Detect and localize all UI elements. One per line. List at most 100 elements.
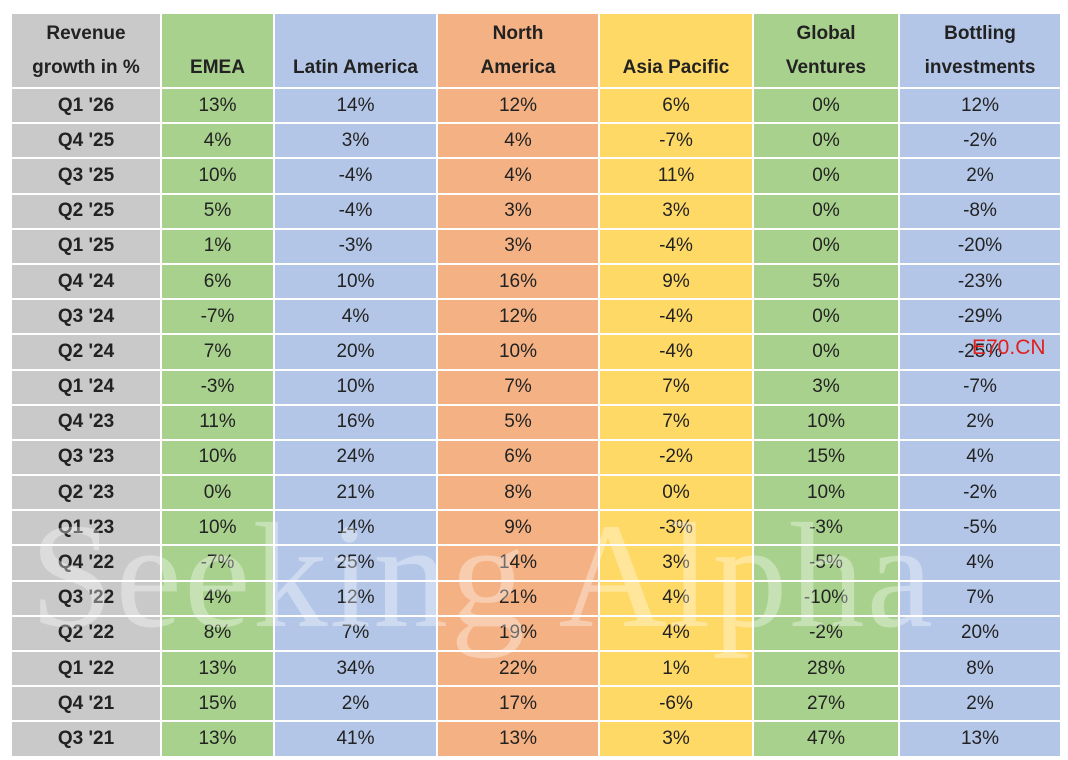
value-cell: 1% xyxy=(160,227,275,265)
value-cell: 0% xyxy=(752,298,900,336)
row-label: Q1 '23 xyxy=(10,509,162,547)
value-cell: -25% xyxy=(898,333,1062,371)
value-cell: -2% xyxy=(898,474,1062,512)
value-cell: 12% xyxy=(898,86,1062,125)
value-cell: -7% xyxy=(160,544,275,582)
value-cell: -4% xyxy=(598,298,754,336)
value-cell: 5% xyxy=(436,403,600,441)
value-cell: 6% xyxy=(598,86,754,125)
value-cell: 14% xyxy=(273,86,438,125)
value-cell: 8% xyxy=(898,649,1062,688)
value-cell: 4% xyxy=(436,157,600,195)
row-label: Q1 '22 xyxy=(10,649,162,688)
value-cell: 10% xyxy=(436,333,600,371)
value-cell: 16% xyxy=(436,262,600,301)
value-cell: 13% xyxy=(160,86,275,125)
value-cell: 12% xyxy=(436,86,600,125)
value-cell: 10% xyxy=(160,157,275,195)
value-cell: -2% xyxy=(598,438,754,477)
column-header-line xyxy=(275,17,436,51)
table-row: Q2 '25 5% -4% 3% 3% 0% -8% xyxy=(10,192,1062,230)
value-cell: 7% xyxy=(598,403,754,441)
row-label: Q2 '22 xyxy=(10,614,162,653)
value-cell: 7% xyxy=(898,579,1062,617)
corner-header: Revenue growth in % xyxy=(10,12,162,89)
column-header-line: America xyxy=(480,57,556,78)
value-cell: 5% xyxy=(160,192,275,230)
table-row: Q2 '24 7% 20% 10% -4% 0% -25% xyxy=(10,333,1062,371)
value-cell: -5% xyxy=(752,544,900,582)
table-row: Q3 '22 4% 12% 21% 4% -10% 7% xyxy=(10,579,1062,617)
value-cell: 2% xyxy=(898,403,1062,441)
value-cell: 7% xyxy=(436,368,600,406)
column-header-line: EMEA xyxy=(190,57,245,78)
value-cell: 10% xyxy=(273,368,438,406)
value-cell: 4% xyxy=(436,122,600,160)
table-row: Q4 '24 6% 10% 16% 9% 5% -23% xyxy=(10,262,1062,301)
value-cell: 11% xyxy=(160,403,275,441)
value-cell: -2% xyxy=(898,122,1062,160)
value-cell: 7% xyxy=(598,368,754,406)
value-cell: 19% xyxy=(436,614,600,653)
table-row: Q3 '25 10% -4% 4% 11% 0% 2% xyxy=(10,157,1062,195)
column-header-line xyxy=(600,17,752,51)
value-cell: -10% xyxy=(752,579,900,617)
value-cell: 28% xyxy=(752,649,900,688)
table-row: Q2 '22 8% 7% 19% 4% -2% 20% xyxy=(10,614,1062,653)
value-cell: -4% xyxy=(273,157,438,195)
value-cell: 21% xyxy=(436,579,600,617)
row-label: Q2 '24 xyxy=(10,333,162,371)
row-label: Q3 '22 xyxy=(10,579,162,617)
value-cell: 10% xyxy=(273,262,438,301)
value-cell: -3% xyxy=(752,509,900,547)
value-cell: 2% xyxy=(898,685,1062,723)
row-label: Q2 '25 xyxy=(10,192,162,230)
value-cell: 15% xyxy=(160,685,275,723)
value-cell: 6% xyxy=(436,438,600,477)
column-header-line: Ventures xyxy=(785,57,867,78)
column-header-bottling-investments: Bottling investments xyxy=(898,12,1062,89)
value-cell: -20% xyxy=(898,227,1062,265)
column-header-north-america: North America xyxy=(436,12,600,89)
value-cell: -7% xyxy=(898,368,1062,406)
row-label: Q3 '21 xyxy=(10,720,162,758)
value-cell: 22% xyxy=(436,649,600,688)
column-header-line: Global xyxy=(796,23,856,44)
value-cell: -3% xyxy=(598,509,754,547)
value-cell: 10% xyxy=(160,509,275,547)
value-cell: 3% xyxy=(598,192,754,230)
value-cell: 4% xyxy=(598,579,754,617)
value-cell: 25% xyxy=(273,544,438,582)
value-cell: 34% xyxy=(273,649,438,688)
value-cell: -3% xyxy=(273,227,438,265)
value-cell: 4% xyxy=(160,122,275,160)
value-cell: 24% xyxy=(273,438,438,477)
revenue-growth-table-wrapper: Revenue growth in % EMEA Latin America Nor… xyxy=(10,12,1062,758)
value-cell: 4% xyxy=(273,298,438,336)
value-cell: 10% xyxy=(160,438,275,477)
value-cell: 3% xyxy=(273,122,438,160)
column-header-line: North xyxy=(492,23,544,44)
table-row: Q1 '26 13% 14% 12% 6% 0% 12% xyxy=(10,86,1062,125)
value-cell: 1% xyxy=(598,649,754,688)
value-cell: 16% xyxy=(273,403,438,441)
table-body: Q1 '26 13% 14% 12% 6% 0% 12% Q4 '25 4% 3% 4% -7% 0% -… xyxy=(10,86,1062,758)
column-header-line: Latin America xyxy=(293,57,418,78)
value-cell: 4% xyxy=(598,614,754,653)
value-cell: 3% xyxy=(752,368,900,406)
value-cell: 14% xyxy=(273,509,438,547)
table-row: Q1 '25 1% -3% 3% -4% 0% -20% xyxy=(10,227,1062,265)
value-cell: 21% xyxy=(273,474,438,512)
value-cell: -6% xyxy=(598,685,754,723)
corner-header-line: Revenue xyxy=(46,22,126,44)
value-cell: 12% xyxy=(436,298,600,336)
row-label: Q4 '25 xyxy=(10,122,162,160)
column-header-line: investments xyxy=(924,57,1036,78)
value-cell: 27% xyxy=(752,685,900,723)
value-cell: 3% xyxy=(598,720,754,758)
row-label: Q1 '26 xyxy=(10,86,162,125)
value-cell: 0% xyxy=(598,474,754,512)
column-header-emea: EMEA xyxy=(160,12,275,89)
column-header-asia-pacific: Asia Pacific xyxy=(598,12,754,89)
value-cell: 9% xyxy=(436,509,600,547)
